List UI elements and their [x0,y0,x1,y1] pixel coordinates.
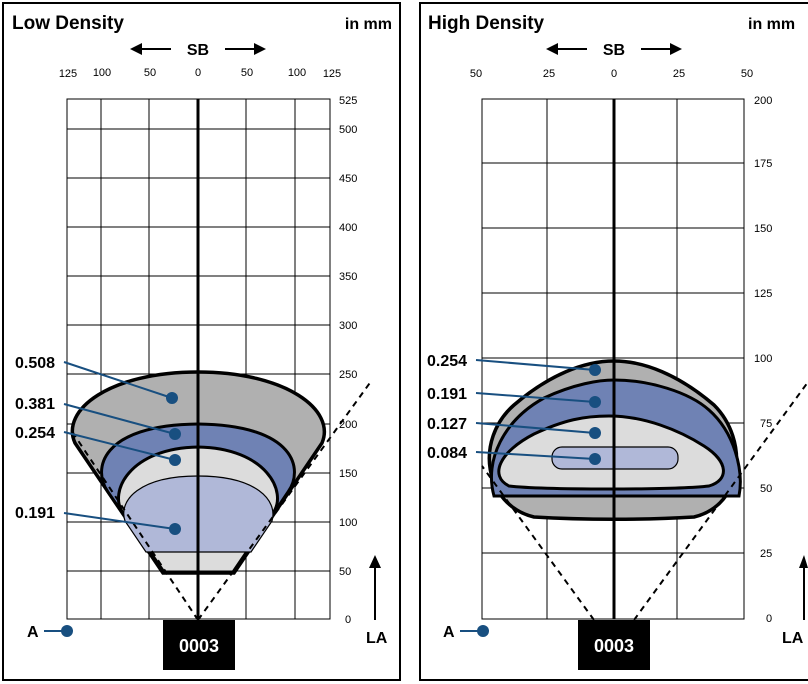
callout-0381: 0.381 [15,396,181,440]
x-tick: 50 [741,68,753,80]
x-tick: 0 [611,68,617,80]
callout-0254: 0.254 [15,425,181,466]
y-tick: 50 [339,566,351,578]
model-badge-text: 0003 [179,636,219,656]
x-tick: 125 [323,68,341,80]
panel-frame [419,2,808,681]
y-tick-labels: 200 175 150 125 100 75 50 25 0 [754,95,772,625]
sb-label: SB [603,42,625,59]
model-badge [578,620,650,670]
callout-label: 0.254 [15,425,55,442]
callout-label: 0.191 [15,505,55,522]
panel-frame [2,2,401,681]
x-tick: 0 [195,67,201,79]
y-tick: 200 [754,95,772,107]
callout-label: 0.381 [15,396,55,413]
callout-0254: 0.254 [427,353,601,376]
y-tick-labels: 525 500 450 400 350 300 250 200 150 100 … [339,95,357,626]
y-tick: 500 [339,124,357,136]
a-label: A [27,624,39,641]
units-label: in mm [748,16,795,33]
y-tick: 300 [339,320,357,332]
callout-label: 0.084 [427,445,467,462]
y-tick: 100 [754,353,772,365]
field-of-view-lines [70,379,373,621]
la-arrow-up-icon [799,555,808,620]
la-arrow-up-icon [369,555,381,620]
high-density-diagram: High Density in mm SB 50 25 0 25 50 200 … [419,2,808,681]
y-tick: 0 [766,613,772,625]
a-marker: A [27,624,73,641]
panel-title: Low Density [12,13,124,34]
y-tick: 50 [760,483,772,495]
y-tick: 175 [754,158,772,170]
high-density-panel: High Density in mm SB 50 25 0 25 50 200 … [404,0,808,684]
x-tick: 25 [543,68,555,80]
a-label: A [443,624,455,641]
callout-0191: 0.191 [427,386,601,408]
la-label: LA [366,630,388,647]
y-tick: 350 [339,271,357,283]
sb-label: SB [187,42,209,59]
model-badge-text: 0003 [594,636,634,656]
x-tick: 50 [470,68,482,80]
x-tick: 125 [59,68,77,80]
y-tick: 400 [339,222,357,234]
la-label: LA [782,630,804,647]
x-tick: 50 [144,67,156,79]
x-tick-labels: 125 100 50 0 50 100 125 [59,67,341,80]
y-tick: 125 [754,288,772,300]
low-density-diagram: Low Density in mm SB 125 100 50 0 50 100… [2,2,401,681]
callout-0508: 0.508 [15,355,178,404]
y-tick: 150 [339,468,357,480]
callout-0084: 0.084 [427,445,601,465]
y-tick: 250 [339,369,357,381]
y-tick: 450 [339,173,357,185]
read-zones [487,359,742,521]
x-tick: 100 [93,67,111,79]
panel-title: High Density [428,13,545,34]
y-tick: 100 [339,517,357,529]
y-tick: 25 [760,548,772,560]
sb-arrow-right-icon [641,43,682,55]
callout-0127: 0.127 [427,416,601,439]
callout-label: 0.254 [427,353,467,370]
sb-arrow-left-icon [546,43,587,55]
callout-label: 0.191 [427,386,467,403]
units-label: in mm [345,16,392,33]
y-tick: 200 [339,419,357,431]
sb-arrow-right-icon [225,43,266,55]
x-tick: 50 [241,67,253,79]
x-tick-labels: 50 25 0 25 50 [470,68,753,80]
callout-label: 0.127 [427,416,467,433]
field-of-view-lines [481,381,808,621]
y-tick: 75 [760,418,772,430]
sb-arrow-left-icon [130,43,171,55]
model-badge [163,620,235,670]
callout-0191: 0.191 [15,505,181,535]
y-tick: 0 [345,614,351,626]
y-tick: 525 [339,95,357,107]
callout-label: 0.508 [15,355,55,372]
low-density-panel: Low Density in mm SB 125 100 50 0 50 100… [2,2,401,681]
y-tick: 150 [754,223,772,235]
x-tick: 25 [673,68,685,80]
a-marker: A [443,624,489,641]
x-tick: 100 [288,67,306,79]
